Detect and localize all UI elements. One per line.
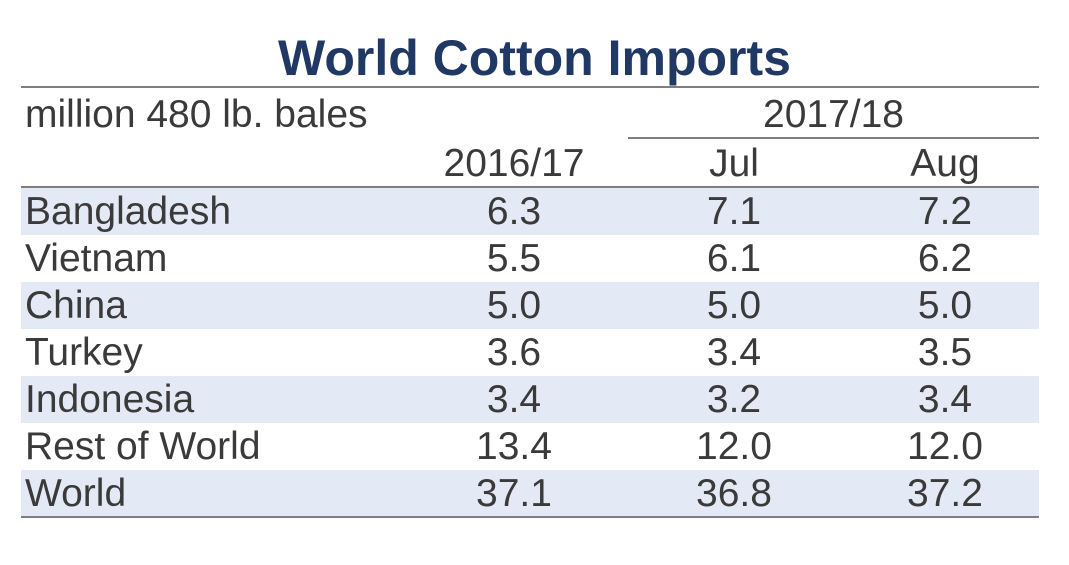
table-row: Rest of World 13.4 12.0 12.0 — [21, 423, 1039, 470]
row-country-label: World — [25, 472, 127, 515]
column-header-aug: Aug — [910, 142, 980, 185]
bottom-rule — [21, 516, 1039, 518]
row-value-cell: 5.5 — [486, 237, 542, 280]
group-rule — [628, 137, 1039, 139]
table-row: Indonesia 3.4 3.2 3.4 — [21, 376, 1039, 423]
row-value-cell: 3.5 — [917, 331, 973, 374]
row-value-cell: 5.0 — [486, 284, 542, 327]
row-country-label: Turkey — [25, 331, 143, 374]
row-value-cell: 6.2 — [917, 237, 973, 280]
row-value-cell: 3.4 — [917, 378, 973, 421]
row-value-cell: 3.4 — [486, 378, 542, 421]
row-value-cell: 5.0 — [917, 284, 973, 327]
row-value-cell: 13.4 — [476, 425, 552, 468]
row-value-cell: 36.8 — [696, 472, 772, 515]
row-value-cell: 5.0 — [706, 284, 762, 327]
row-country-label: Vietnam — [25, 237, 168, 280]
row-value-cell: 12.0 — [696, 425, 772, 468]
table-row: Bangladesh 6.3 7.1 7.2 — [21, 188, 1039, 235]
row-value-cell: 37.1 — [476, 472, 552, 515]
table-row: China 5.0 5.0 5.0 — [21, 282, 1039, 329]
row-value-cell: 7.2 — [917, 190, 973, 233]
top-rule — [21, 86, 1039, 88]
group-header: 2017/18 — [763, 93, 904, 136]
header-rule — [21, 186, 1039, 188]
row-country-label: China — [25, 284, 127, 327]
table-title: World Cotton Imports — [278, 30, 791, 86]
column-header-2016-17: 2016/17 — [443, 142, 585, 185]
row-country-label: Bangladesh — [25, 190, 232, 233]
row-value-cell: 7.1 — [706, 190, 762, 233]
table-row: Turkey 3.6 3.4 3.5 — [21, 329, 1039, 376]
column-header-jul: Jul — [709, 142, 759, 185]
table-row: Vietnam 5.5 6.1 6.2 — [21, 235, 1039, 282]
unit-label: million 480 lb. bales — [25, 93, 368, 136]
row-value-cell: 6.3 — [486, 190, 542, 233]
row-value-cell: 3.2 — [706, 378, 762, 421]
row-value-cell: 37.2 — [907, 472, 983, 515]
row-value-cell: 12.0 — [907, 425, 983, 468]
table-row: World 37.1 36.8 37.2 — [21, 470, 1039, 517]
row-value-cell: 3.6 — [486, 331, 542, 374]
row-country-label: Rest of World — [25, 425, 261, 468]
row-value-cell: 3.4 — [706, 331, 762, 374]
row-country-label: Indonesia — [25, 378, 195, 421]
row-value-cell: 6.1 — [706, 237, 762, 280]
